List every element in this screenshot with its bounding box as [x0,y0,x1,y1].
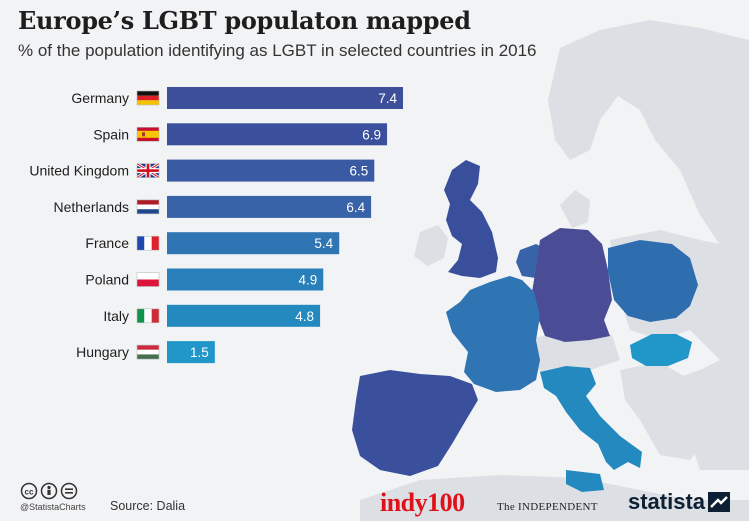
category-label: Germany [71,90,129,106]
bar-france [167,232,340,255]
scandinavia-land [548,20,749,250]
spain-flag-icon [136,127,160,142]
bar-netherlands [167,195,372,218]
bar-italy [167,304,321,327]
italy-flag-icon [136,308,160,324]
license-icons: cc [20,482,78,500]
alps-land [520,330,620,375]
category-label: Netherlands [54,199,130,215]
uk-flag-icon [136,162,160,179]
north-africa-land [360,475,749,521]
france-flag-icon [136,235,160,251]
category-label: Hungary [76,344,129,360]
svg-text:cc: cc [25,488,34,497]
chart-title: Europe’s LGBT populaton mapped [18,6,471,35]
statista-mark-icon [708,492,730,512]
bar-poland [167,268,324,291]
source-note: Source: Dalia [110,499,186,513]
netherlands-flag-icon [136,199,160,215]
bar-united-kingdom [167,159,375,182]
nd-icon [60,482,78,500]
value-label: 4.8 [295,309,314,324]
category-label: Spain [93,126,129,142]
category-label: Italy [103,308,129,324]
indy100-logo: indy100 [380,488,465,517]
hungary-flag-icon [136,344,160,360]
category-label: United Kingdom [29,163,129,179]
chart-subtitle: % of the population identifying as LGBT … [18,41,537,60]
twitter-handle: @StatistaCharts [20,502,86,512]
ireland-land [414,225,448,266]
value-label: 6.5 [350,164,369,179]
bar-germany [167,87,403,109]
map-poland [608,240,698,322]
balkans-land [620,362,705,460]
category-label: France [85,235,129,251]
value-label: 7.4 [378,91,397,106]
independent-logo: The INDEPENDENT [497,501,598,513]
statista-logo: statista [628,489,706,514]
map-hungary [630,334,692,366]
value-label: 6.4 [346,200,365,215]
map-germany [532,228,612,342]
poland-flag-icon [136,272,160,287]
cc-icon: cc [20,482,38,500]
value-label: 4.9 [298,273,317,288]
bar-spain [167,123,388,146]
map-spain [352,370,478,476]
category-label: Poland [85,272,129,288]
value-label: 1.5 [190,345,209,360]
bar-hungary [167,341,215,364]
map-france [446,276,540,392]
denmark-land [560,190,590,228]
map-uk [444,160,498,278]
map-italy [540,366,642,492]
germany-flag-icon [136,90,160,106]
value-label: 5.4 [314,236,333,251]
value-label: 6.9 [362,127,381,142]
by-icon [40,482,58,500]
